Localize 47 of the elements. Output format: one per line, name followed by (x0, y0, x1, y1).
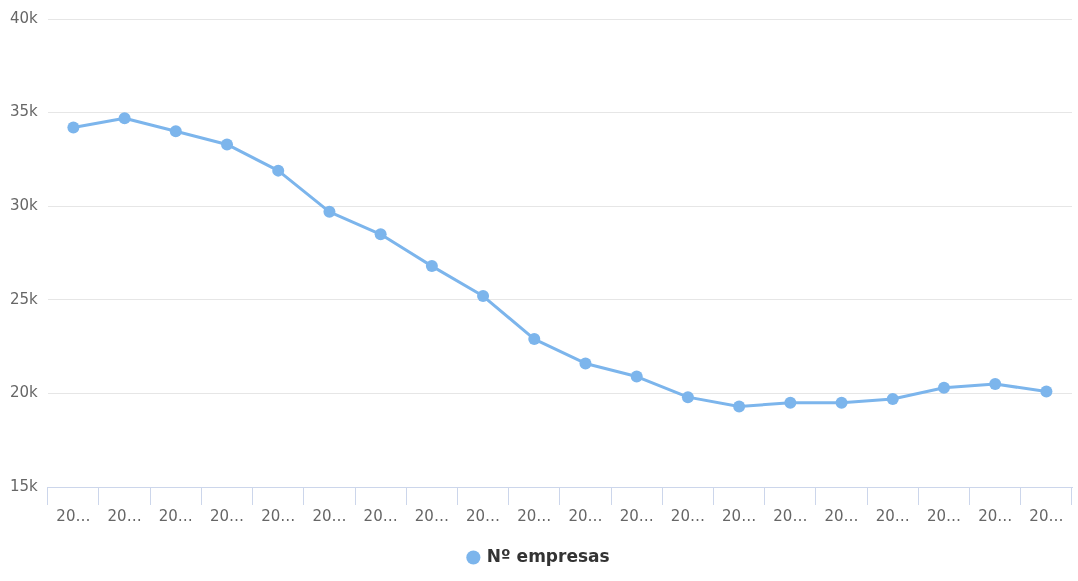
point (323, 205, 336, 218)
x-tick-label: 20… (1029, 506, 1064, 525)
y-tick-label: 40k (9, 8, 39, 27)
point (118, 112, 131, 125)
x-tick-label: 20… (261, 506, 296, 525)
legend-label: Nº empresas (486, 545, 610, 566)
x-tick-label: 20… (56, 506, 91, 525)
point (733, 400, 746, 413)
x-tick-label: 20… (312, 506, 347, 525)
point (221, 138, 234, 151)
point (784, 396, 797, 409)
point (579, 357, 592, 370)
point (989, 378, 1002, 391)
x-tick-label: 20… (466, 506, 501, 525)
y-tick-label: 30k (9, 196, 39, 215)
x-tick-label: 20… (670, 506, 705, 525)
point (886, 393, 899, 406)
point (374, 228, 387, 241)
point (425, 260, 438, 273)
point (681, 391, 694, 404)
y-tick-label: 20k (9, 383, 39, 402)
point (630, 370, 643, 383)
point (937, 381, 950, 394)
x-tick-label: 20… (363, 506, 398, 525)
y-tick-label: 35k (9, 102, 39, 121)
point (528, 333, 541, 346)
point (272, 164, 285, 177)
x-tick-label: 20… (619, 506, 654, 525)
x-tick-label: 20… (773, 506, 808, 525)
x-tick-label: 20… (414, 506, 449, 525)
point (67, 121, 80, 134)
x-tick-label: 20… (722, 506, 757, 525)
x-tick-label: 20… (568, 506, 603, 525)
x-tick-label: 20… (107, 506, 142, 525)
x-tick-label: 20… (517, 506, 552, 525)
x-tick-label: 20… (978, 506, 1013, 525)
y-tick-label: 15k (9, 476, 39, 495)
x-tick-label: 20… (926, 506, 962, 525)
point (169, 125, 182, 138)
x-tick-label: 20… (158, 506, 193, 525)
y-tick-label: 25k (9, 289, 39, 308)
x-tick-label: 20… (875, 506, 910, 525)
point (835, 396, 848, 409)
x-tick-label: 20… (209, 506, 245, 525)
point (477, 290, 490, 303)
point (1040, 385, 1053, 398)
x-tick-label: 20… (824, 506, 859, 525)
